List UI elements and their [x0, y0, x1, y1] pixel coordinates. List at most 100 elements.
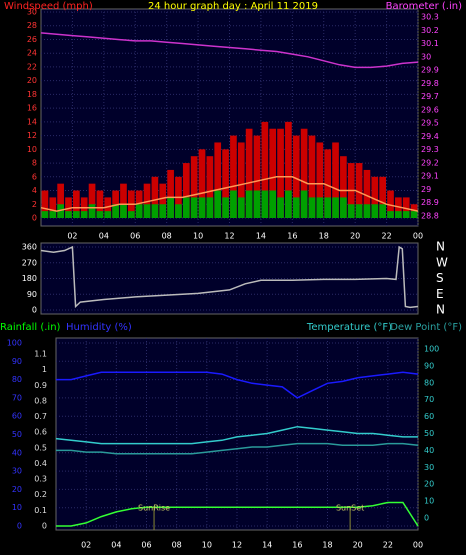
y2-tick-label: 20 — [424, 480, 434, 489]
bar — [285, 121, 292, 218]
bar — [355, 204, 363, 218]
bar — [387, 211, 394, 218]
bar — [41, 211, 49, 218]
y-tick-label: 20 — [27, 76, 37, 85]
bar — [80, 211, 88, 218]
bar — [292, 197, 300, 218]
bar — [198, 149, 206, 218]
x-tick-label: 04 — [111, 541, 121, 550]
x-tick-label: 06 — [130, 232, 140, 241]
y2-tick-label: 29.6 — [421, 105, 439, 114]
bar — [363, 204, 371, 218]
bar — [214, 190, 222, 218]
bar — [402, 211, 410, 218]
bar — [41, 190, 49, 218]
bar — [269, 190, 277, 218]
dewpoint-label: Dew Point (°F) — [390, 322, 462, 333]
y3-tick-label: 0.9 — [34, 381, 47, 390]
x-tick-label: 04 — [99, 232, 109, 241]
bar — [120, 183, 127, 218]
bar — [379, 204, 386, 218]
y2-tick-label: W — [436, 255, 448, 269]
bar — [206, 156, 214, 218]
y2-tick-label: 0 — [424, 514, 429, 523]
x-tick-label: 22 — [383, 541, 393, 550]
bar — [371, 176, 379, 218]
y3-tick-label: 0.7 — [34, 412, 47, 421]
bar — [159, 183, 167, 218]
bar — [73, 190, 80, 218]
bar — [96, 211, 104, 218]
x-tick-label: 22 — [381, 232, 391, 241]
y3-tick-label: 0.3 — [34, 475, 47, 484]
y2-tick-label: 29.4 — [421, 132, 439, 141]
y2-tick-label: 29 — [421, 185, 431, 194]
bar — [182, 163, 190, 218]
bar — [104, 197, 112, 218]
bar — [237, 197, 245, 218]
bar — [332, 197, 339, 218]
bar — [104, 211, 112, 218]
bar — [340, 156, 347, 218]
bar — [253, 190, 261, 218]
rainfall-label: Rainfall (.in) — [0, 322, 61, 333]
line — [56, 501, 419, 527]
y2-tick-label: 29.8 — [421, 79, 439, 88]
bar — [285, 190, 292, 218]
y2-tick-label: 100 — [424, 345, 439, 354]
y-tick-label: 30 — [27, 8, 37, 17]
x-tick-label: 18 — [322, 541, 332, 550]
bar — [387, 190, 394, 218]
x-tick-label: 02 — [81, 541, 91, 550]
line — [40, 32, 419, 69]
y-tick-label: 2 — [32, 200, 37, 209]
bar — [214, 142, 222, 218]
line — [40, 176, 419, 212]
temperature-label: Temperature (°F) — [306, 322, 392, 333]
x-tick-label: 00 — [413, 541, 423, 550]
y2-tick-label: 29.7 — [421, 92, 439, 101]
bar — [340, 197, 347, 218]
y-tick-label: 10 — [12, 503, 22, 512]
bar — [57, 183, 64, 218]
y3-tick-label: 1 — [42, 365, 47, 374]
bar — [73, 211, 80, 218]
plot-area — [40, 242, 419, 315]
y-tick-label: 12 — [27, 131, 37, 140]
y2-tick-label: 30 — [421, 52, 431, 61]
y-tick-label: 4 — [32, 186, 37, 195]
bar — [308, 197, 316, 218]
y-tick-label: 80 — [12, 375, 22, 384]
bar — [175, 204, 182, 218]
bar — [324, 149, 332, 218]
bar — [206, 197, 214, 218]
line — [56, 442, 419, 455]
bar — [300, 190, 308, 218]
bar — [245, 190, 253, 218]
bar — [159, 204, 167, 218]
line — [40, 245, 419, 309]
bar — [190, 197, 198, 218]
annotation-label: SunSet — [336, 504, 364, 513]
y2-tick-label: 28.8 — [421, 212, 439, 221]
bar — [292, 135, 300, 218]
y-tick-label: 90 — [27, 290, 37, 299]
x-tick-label: 14 — [262, 541, 272, 550]
y2-tick-label: 70 — [424, 395, 434, 404]
y3-tick-label: 0.5 — [34, 443, 47, 452]
bar — [261, 121, 269, 218]
x-tick-label: 02 — [67, 232, 77, 241]
y-tick-label: 50 — [12, 430, 22, 439]
x-tick-label: 00 — [413, 232, 423, 241]
bar — [112, 204, 119, 218]
bar — [237, 142, 245, 218]
bar — [49, 197, 57, 218]
bar — [65, 211, 72, 218]
bar — [190, 156, 198, 218]
bar — [88, 204, 96, 218]
chart-title: 24 hour graph day : April 11 2019 — [148, 1, 318, 12]
y-tick-label: 70 — [12, 393, 22, 402]
y3-tick-label: 0.4 — [34, 459, 47, 468]
y3-tick-label: 0.6 — [34, 428, 47, 437]
x-tick-label: 12 — [224, 232, 234, 241]
